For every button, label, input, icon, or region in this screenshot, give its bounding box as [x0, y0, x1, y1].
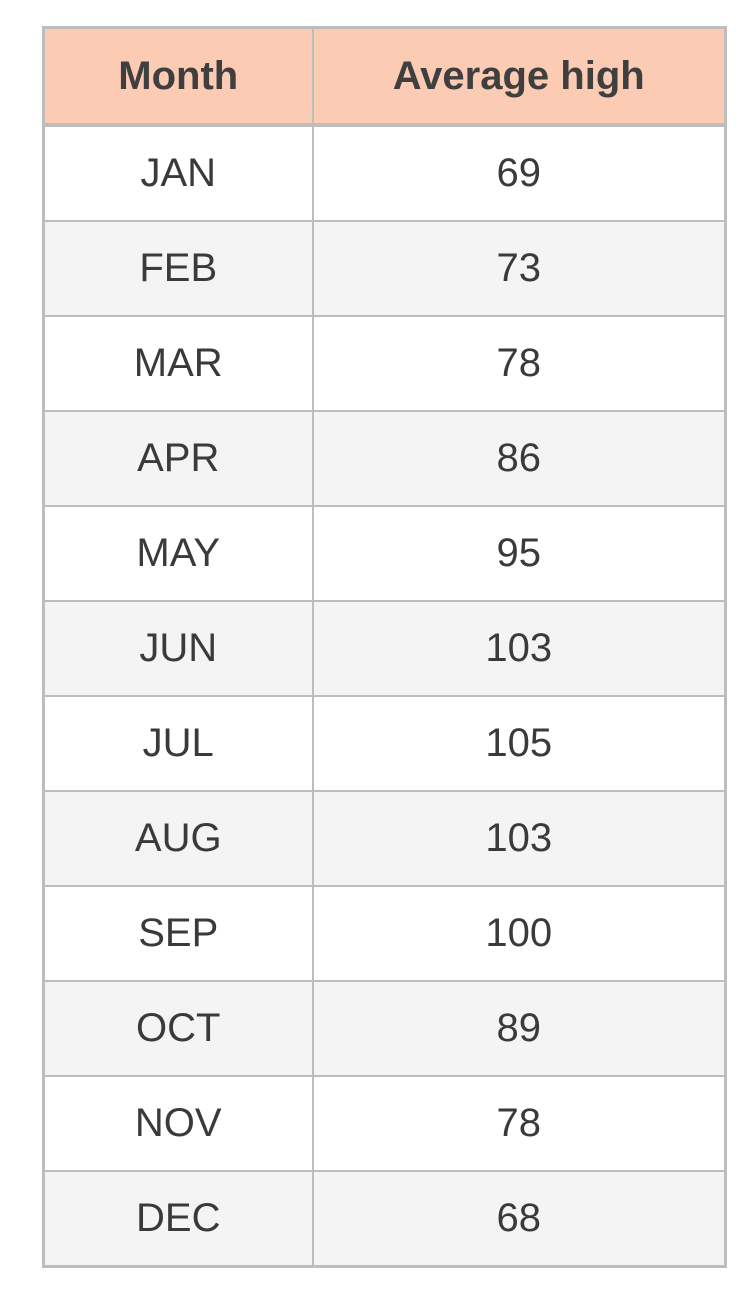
- table-row: NOV 78: [42, 1075, 727, 1172]
- table-row: OCT 89: [42, 980, 727, 1077]
- average-high-table: Month Average high JAN 69 FEB 73 MAR 78 APR 86 M…: [42, 26, 727, 1268]
- table-row: APR 86: [42, 410, 727, 507]
- header-row: Month Average high: [42, 26, 727, 127]
- month-cell: OCT: [42, 980, 314, 1077]
- average-high-cell: 95: [311, 505, 727, 602]
- header-month: Month: [42, 26, 314, 127]
- header-average-high: Average high: [311, 26, 727, 127]
- average-high-cell: 89: [311, 980, 727, 1077]
- table-header: Month Average high: [42, 26, 727, 127]
- average-high-cell: 69: [311, 124, 727, 222]
- table-row: DEC 68: [42, 1170, 727, 1268]
- table-row: JAN 69: [42, 124, 727, 222]
- table-row: MAY 95: [42, 505, 727, 602]
- average-high-cell: 78: [311, 315, 727, 412]
- month-cell: FEB: [42, 220, 314, 317]
- table-row: SEP 100: [42, 885, 727, 982]
- average-high-cell: 73: [311, 220, 727, 317]
- average-high-cell: 86: [311, 410, 727, 507]
- month-cell: JUL: [42, 695, 314, 792]
- month-cell: APR: [42, 410, 314, 507]
- average-high-cell: 78: [311, 1075, 727, 1172]
- month-cell: NOV: [42, 1075, 314, 1172]
- month-cell: MAY: [42, 505, 314, 602]
- table-row: JUN 103: [42, 600, 727, 697]
- month-cell: AUG: [42, 790, 314, 887]
- average-high-cell: 105: [311, 695, 727, 792]
- month-cell: DEC: [42, 1170, 314, 1268]
- table-row: AUG 103: [42, 790, 727, 887]
- month-cell: JUN: [42, 600, 314, 697]
- average-high-cell: 100: [311, 885, 727, 982]
- average-high-cell: 103: [311, 600, 727, 697]
- table-row: JUL 105: [42, 695, 727, 792]
- average-high-cell: 103: [311, 790, 727, 887]
- average-high-cell: 68: [311, 1170, 727, 1268]
- table-container: Month Average high JAN 69 FEB 73 MAR 78 APR 86 M…: [42, 26, 727, 1268]
- month-cell: SEP: [42, 885, 314, 982]
- month-cell: JAN: [42, 124, 314, 222]
- table-row: FEB 73: [42, 220, 727, 317]
- table-row: MAR 78: [42, 315, 727, 412]
- table-body: JAN 69 FEB 73 MAR 78 APR 86 MAY 95 JUN 103 JUL 105 AUG…: [42, 124, 727, 1268]
- month-cell: MAR: [42, 315, 314, 412]
